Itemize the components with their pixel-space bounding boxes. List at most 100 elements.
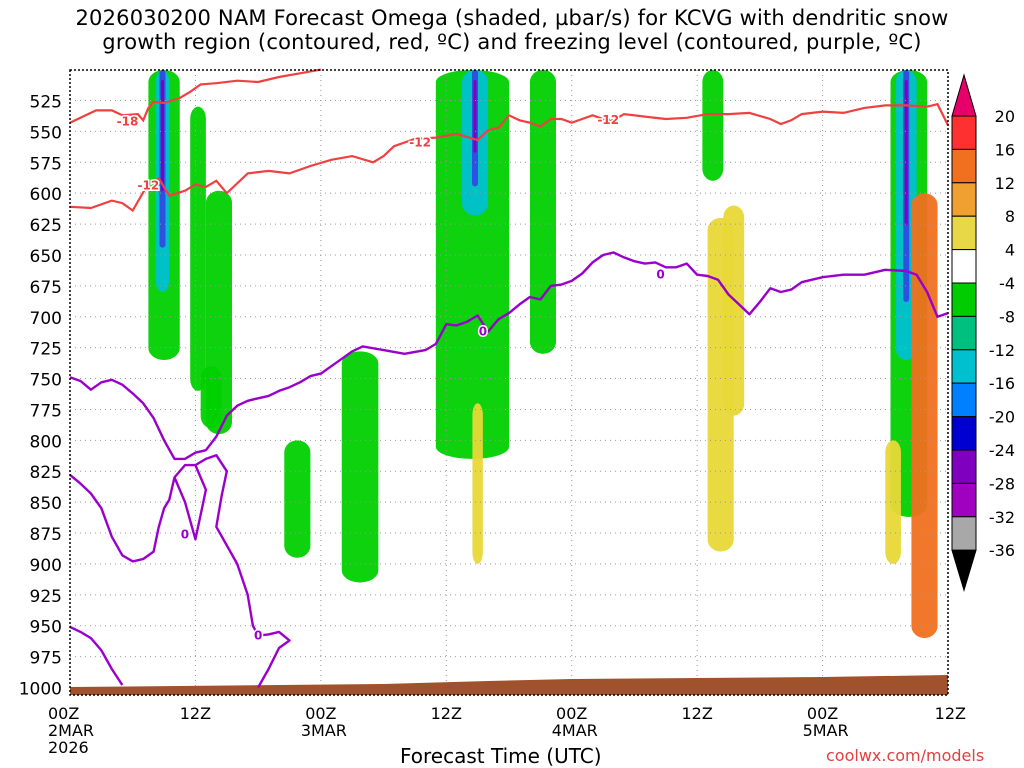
freezing-contour-label: 0 — [656, 268, 664, 282]
y-tick-label: 650 — [30, 247, 62, 267]
colorbar-segment — [951, 249, 977, 284]
y-tick-label: 925 — [30, 587, 62, 607]
y-tick-label: 525 — [30, 93, 62, 113]
y-tick-label: 575 — [30, 154, 62, 174]
omega-region-10 — [472, 403, 483, 564]
x-tick-label: 00Z — [48, 704, 79, 723]
y-tick-label: 550 — [30, 123, 62, 143]
colorbar-label: -28 — [989, 474, 1015, 493]
title-line-2: growth region (contoured, red, ºC) and f… — [102, 30, 922, 54]
credit-text[interactable]: coolwx.com/models — [826, 746, 985, 765]
y-tick-label: 625 — [30, 216, 62, 236]
x-tick-date: 2MAR — [48, 721, 94, 740]
grid — [70, 70, 948, 695]
omega-region-13 — [707, 217, 734, 552]
colorbar-label: -36 — [989, 541, 1015, 560]
colorbar-bottom-arrow — [951, 549, 977, 592]
x-tick-label: 12Z — [935, 704, 966, 723]
colorbar-segment — [951, 148, 977, 184]
omega-shading — [148, 70, 938, 639]
omega-core-purple-2 — [904, 80, 908, 226]
colorbar-segment — [951, 482, 977, 518]
temperature-contours: -18 -12 -12 -12 — [69, 68, 949, 213]
omega-region-2 — [190, 106, 206, 391]
x-tick-label: 12Z — [681, 704, 712, 723]
x-tick-label: 00Z — [807, 704, 838, 723]
x-tick-label: 00Z — [556, 704, 587, 723]
freezing-contour-1 — [69, 463, 208, 563]
plot-frame — [69, 69, 949, 696]
colorbar-label: -20 — [989, 408, 1015, 427]
colorbar-segment — [951, 215, 977, 251]
colorbar-segment — [951, 449, 977, 484]
x-axis-label: Forecast Time (UTC) — [400, 744, 602, 768]
title-line-1: 2026030200 NAM Forecast Omega (shaded, µ… — [75, 6, 949, 30]
omega-core-purple-1 — [473, 80, 477, 153]
freezing-contour-3 — [69, 625, 124, 686]
colorbar-label: -16 — [989, 374, 1015, 393]
y-tick-label: 975 — [30, 649, 62, 669]
omega-region-5 — [284, 440, 311, 558]
omega-region-9 — [529, 70, 557, 354]
colorbar-segment — [951, 115, 977, 150]
colorbar-label: -4 — [999, 274, 1015, 293]
colorbar-label: 8 — [1005, 207, 1015, 226]
temp-contour--12 — [69, 102, 949, 213]
y-tick-label: 700 — [30, 309, 62, 329]
colorbar-label: -32 — [989, 508, 1015, 527]
y-tick-label: 850 — [30, 494, 62, 514]
x-tick-date: 5MAR — [803, 721, 849, 740]
colorbar-segment — [951, 349, 977, 384]
colorbar-label: -12 — [989, 341, 1015, 360]
colorbar-label: 4 — [1005, 241, 1015, 260]
temp-contour-label: -12 — [138, 179, 160, 193]
freezing-contour-2 — [194, 454, 291, 689]
chart-title: 2026030200 NAM Forecast Omega (shaded, µ… — [0, 6, 1024, 54]
colorbar-label: 20 — [995, 107, 1015, 126]
omega-region-4 — [200, 366, 222, 428]
freezing-contour-label: 0 — [479, 325, 487, 339]
freezing-contour-0 — [69, 251, 949, 461]
y-tick-label: 725 — [30, 340, 62, 360]
freezing-contour-label: 0 — [181, 527, 189, 541]
y-tick-label: 950 — [30, 618, 62, 638]
omega-core-purple-0 — [161, 80, 165, 192]
omega-region-7 — [435, 70, 509, 459]
freezing-level-contours: 0 0 0 0 — [69, 251, 949, 689]
colorbar-label: 12 — [995, 174, 1015, 193]
colorbar-label: -24 — [989, 441, 1015, 460]
y-tick-label: 825 — [30, 463, 62, 483]
y-tick-label: 775 — [30, 401, 62, 421]
y-tick-label: 1000 — [19, 680, 62, 700]
colorbar-label: 16 — [995, 140, 1015, 159]
temp-contour-label: -12 — [409, 135, 431, 149]
colorbar-segment — [951, 315, 977, 351]
temp-contour-label: -18 — [117, 114, 139, 128]
colorbar-label: -8 — [999, 307, 1015, 326]
omega-region-17 — [885, 440, 901, 564]
y-tick-label: 600 — [30, 185, 62, 205]
x-tick-date: 3MAR — [301, 721, 347, 740]
omega-region-11 — [702, 70, 724, 181]
colorbar-segment — [951, 182, 977, 217]
y-tick-label: 675 — [30, 278, 62, 298]
x-tick-label: 12Z — [431, 704, 462, 723]
freezing-contour-label: 0 — [254, 629, 262, 643]
y-tick-label: 900 — [30, 556, 62, 576]
omega-region-6 — [341, 351, 379, 583]
colorbar: 20 16 12 8 4 -4 -8 -12 -16 -20 -24 -28 -32 -36 — [951, 73, 1015, 592]
colorbar-segment — [951, 282, 977, 317]
x-tick-date: 4MAR — [552, 721, 598, 740]
colorbar-segment — [951, 416, 977, 451]
colorbar-segment — [951, 516, 977, 551]
y-tick-label: 800 — [30, 432, 62, 452]
x-tick-label: 12Z — [180, 704, 211, 723]
x-tick-year: 2026 — [48, 738, 89, 757]
x-tick-label: 00Z — [305, 704, 336, 723]
temp-contour-label: -12 — [597, 113, 619, 127]
y-axis-ticks: 525 550 575 600 625 650 675 700 725 750 775 800 825 8… — [19, 93, 62, 700]
colorbar-segment — [951, 382, 977, 418]
y-tick-label: 750 — [30, 371, 62, 391]
